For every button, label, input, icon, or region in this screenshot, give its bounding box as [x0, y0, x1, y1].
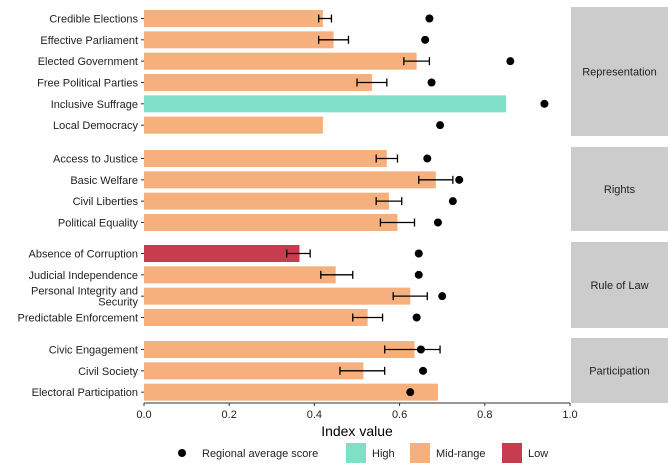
- bar-political-equality: [144, 213, 398, 231]
- bar-predictable-enforcement: [144, 308, 368, 326]
- panel-rule-of-law: Rule of Law Absence of Corruption Judicial…: [18, 242, 668, 328]
- bar-effective-parliament: [144, 31, 334, 49]
- bar-inclusive-suffrage: [144, 95, 507, 113]
- bar-civil-society: [144, 362, 364, 380]
- panel-rights: Rights Access to Justice Basic Welfare Civi…: [53, 147, 668, 231]
- strip-rights: [571, 147, 668, 231]
- category-label-basic-welfare: Basic Welfare: [70, 175, 138, 187]
- x-tick-label: 0.2: [222, 409, 237, 421]
- category-label-civic-engagement: Civic Engagement: [49, 345, 138, 357]
- x-axis: 0.0 0.2 0.4 0.6 0.8 1.0: [136, 402, 578, 421]
- legend-swatch-mid-range: [410, 443, 430, 463]
- category-label-free-political-parties: Free Political Parties: [37, 77, 138, 89]
- regional-point-free-political-parties: [427, 78, 436, 87]
- regional-point-absence-of-corruption: [414, 249, 423, 258]
- x-tick-label: 0.6: [392, 409, 407, 421]
- bar-civil-liberties: [144, 192, 389, 210]
- regional-point-judicial-independence: [414, 270, 423, 279]
- regional-point-credible-elections: [425, 14, 434, 23]
- category-label-credible-elections: Credible Elections: [49, 14, 138, 26]
- legend-label-high: High: [372, 448, 395, 460]
- category-label-predictable-enforcement: Predictable Enforcement: [18, 312, 138, 324]
- category-label-civil-liberties: Civil Liberties: [73, 196, 139, 208]
- category-label-absence-of-corruption: Absence of Corruption: [29, 249, 138, 261]
- category-label-personal-integrity-and-security: Personal Integrity and Security: [31, 286, 139, 309]
- regional-point-civic-engagement: [416, 345, 425, 354]
- bar-local-democracy: [144, 116, 323, 134]
- category-label-political-equality: Political Equality: [58, 217, 139, 229]
- x-tick-label: 1.0: [562, 409, 577, 421]
- regional-point-effective-parliament: [421, 35, 430, 44]
- legend-swatch-low: [502, 443, 522, 463]
- category-label-electoral-participation: Electoral Participation: [32, 387, 138, 399]
- bar-electoral-participation: [144, 383, 438, 401]
- category-label-judicial-independence: Judicial Independence: [29, 270, 138, 282]
- bar-absence-of-corruption: [144, 245, 300, 262]
- bar-judicial-independence: [144, 266, 336, 284]
- bar-credible-elections: [144, 10, 323, 27]
- regional-point-elected-government: [506, 57, 515, 66]
- regional-point-basic-welfare: [455, 175, 464, 184]
- strip-participation: [571, 338, 668, 403]
- strip-rule-of-law: [571, 242, 668, 328]
- category-label-effective-parliament: Effective Parliament: [40, 35, 138, 47]
- x-tick-label: 0.4: [307, 409, 322, 421]
- strip-label-rule-of-law: Rule of Law: [590, 280, 648, 292]
- bar-free-political-parties: [144, 73, 372, 91]
- category-label-access-to-justice: Access to Justice: [53, 154, 138, 166]
- regional-point-predictable-enforcement: [412, 313, 421, 322]
- regional-point-local-democracy: [436, 121, 445, 130]
- bar-civic-engagement: [144, 341, 415, 358]
- legend-label-mid-range: Mid-range: [436, 448, 486, 460]
- regional-point-access-to-justice: [423, 154, 432, 163]
- plot-area: Representation Credible Elections Effectiv…: [18, 7, 668, 403]
- regional-point-inclusive-suffrage: [540, 99, 549, 108]
- category-label-local-democracy: Local Democracy: [53, 120, 138, 132]
- legend: Regional average score High Mid-range Lo…: [178, 443, 548, 463]
- regional-point-political-equality: [433, 218, 442, 227]
- strip-representation: [571, 7, 668, 136]
- bar-elected-government: [144, 52, 417, 70]
- strip-label-representation: Representation: [582, 67, 657, 79]
- legend-point-marker: [178, 449, 186, 457]
- legend-label-low: Low: [528, 448, 548, 460]
- x-tick-label: 0.8: [477, 409, 492, 421]
- x-tick-label: 0.0: [136, 409, 151, 421]
- bar-personal-integrity-and-security: [144, 287, 411, 305]
- x-axis-title: Index value: [321, 423, 393, 439]
- bar-access-to-justice: [144, 150, 387, 167]
- panel-participation: Participation Civic Engagement Civil Socie…: [32, 338, 668, 403]
- regional-point-electoral-participation: [406, 388, 415, 397]
- regional-point-civil-society: [419, 366, 428, 375]
- legend-swatch-high: [346, 443, 366, 463]
- strip-label-participation: Participation: [589, 366, 650, 378]
- panel-representation: Representation Credible Elections Effectiv…: [37, 7, 668, 136]
- regional-point-civil-liberties: [448, 197, 457, 206]
- category-label-inclusive-suffrage: Inclusive Suffrage: [51, 99, 138, 111]
- legend-point-label: Regional average score: [202, 448, 318, 460]
- category-label-elected-government: Elected Government: [38, 56, 138, 68]
- strip-label-rights: Rights: [604, 184, 636, 196]
- regional-point-personal-integrity-and-security: [438, 292, 447, 301]
- bar-basic-welfare: [144, 171, 436, 189]
- category-label-civil-society: Civil Society: [78, 366, 138, 378]
